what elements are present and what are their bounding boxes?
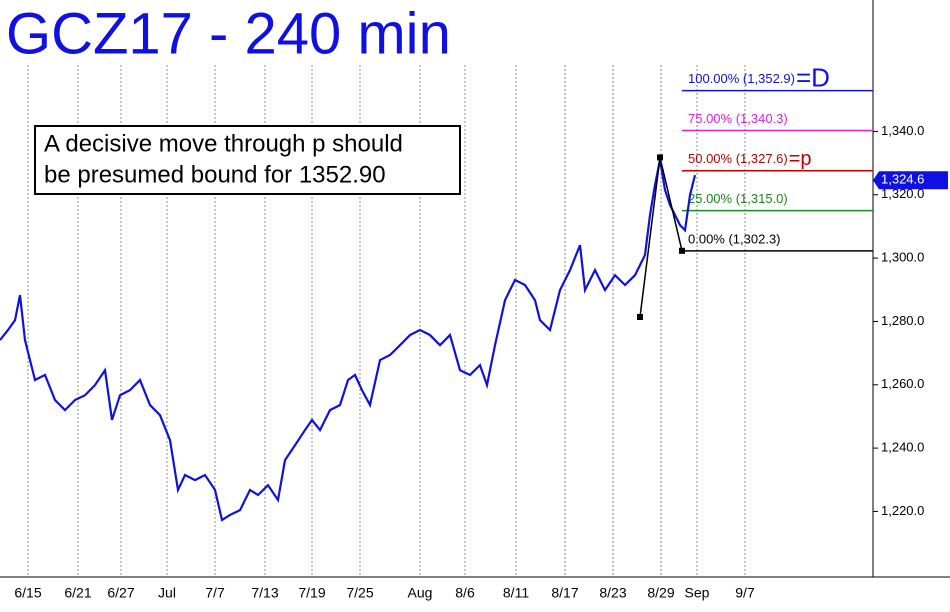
swing-point <box>657 154 663 161</box>
fib-tag: =D <box>796 62 830 92</box>
x-tick-label: 6/15 <box>14 585 41 601</box>
x-tick-label: Sep <box>685 585 710 601</box>
price-line <box>0 159 697 522</box>
x-tick-label: Jul <box>158 585 176 601</box>
x-tick-label: 7/7 <box>205 585 225 601</box>
y-tick-label: 1,320.0 <box>881 186 924 201</box>
x-tick-label: 6/27 <box>107 585 134 601</box>
annotation: A decisive move through p should <box>44 130 403 157</box>
x-tick-label: 7/25 <box>346 585 373 601</box>
marks <box>0 154 697 522</box>
x-tick-label: 8/29 <box>647 585 674 601</box>
x-tick-label: 7/13 <box>251 585 278 601</box>
annotation: be presumed bound for 1352.90 <box>44 161 386 188</box>
swing-point <box>679 247 685 254</box>
y-tick-label: 1,280.0 <box>881 313 924 328</box>
last-price-label: 1,324.6 <box>881 172 924 187</box>
y-tick-label: 1,220.0 <box>881 503 924 518</box>
x-tick-label: 8/17 <box>551 585 578 601</box>
plot-area <box>0 0 873 577</box>
levels: 100.00% (1,352.9) =D 75.00% (1,340.3) 50.00… <box>682 62 873 252</box>
x-tick-label: 8/23 <box>599 585 626 601</box>
x-tick-label: 7/19 <box>298 585 325 601</box>
y-tick-label: 1,300.0 <box>881 250 924 265</box>
fib-label: 75.00% (1,340.3) <box>688 111 788 126</box>
y-tick-label: 1,240.0 <box>881 440 924 455</box>
x-tick-label: Aug <box>408 585 433 601</box>
x-tick-label: 8/6 <box>455 585 475 601</box>
chart-title: GCZ17 - 240 min <box>6 1 451 66</box>
fib-label: 0.00% (1,302.3) <box>688 231 781 246</box>
last-price-tag <box>873 171 948 190</box>
fib-tag: =p <box>789 148 812 170</box>
x-tick-label: 6/21 <box>64 585 91 601</box>
x-tick-label: 8/11 <box>503 585 529 601</box>
x-tick-label: 9/7 <box>735 585 755 601</box>
fib-label: 50.00% (1,327.6) <box>688 151 788 166</box>
y-tick-label: 1,340.0 <box>881 123 924 138</box>
y-tick-label: 1,260.0 <box>881 376 924 391</box>
annotation-box <box>34 125 461 195</box>
fib-label: 25.00% (1,315.0) <box>688 191 788 206</box>
fib-label: 100.00% (1,352.9) <box>688 71 795 86</box>
swing-point <box>637 314 643 321</box>
